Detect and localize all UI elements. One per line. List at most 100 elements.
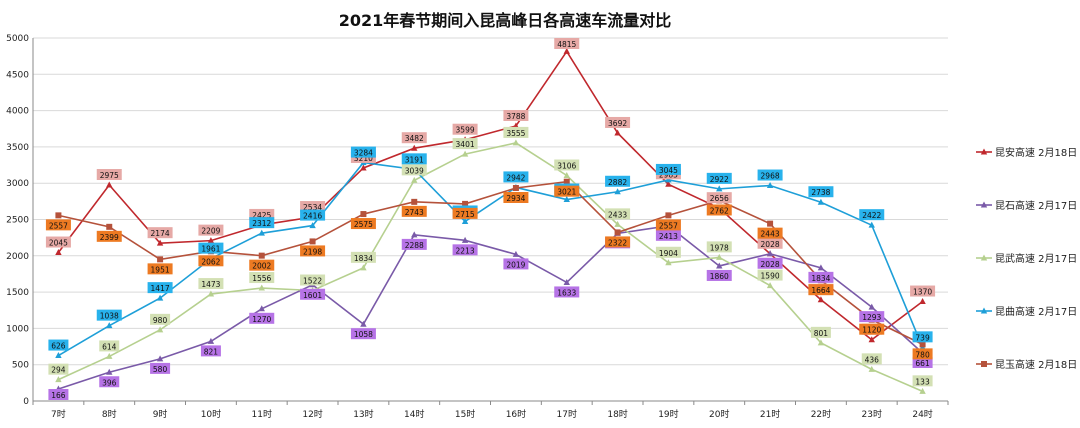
data-point bbox=[55, 376, 62, 383]
data-point bbox=[919, 341, 926, 348]
data-point bbox=[817, 198, 825, 205]
data-point bbox=[665, 176, 672, 183]
y-tick-label: 500 bbox=[12, 361, 29, 371]
data-label: 3555 bbox=[506, 129, 525, 138]
x-tick-label: 23时 bbox=[862, 408, 882, 420]
data-label: 1058 bbox=[354, 330, 373, 339]
data-label: 3210 bbox=[354, 154, 373, 163]
data-label-bg bbox=[300, 288, 326, 300]
y-tick-label: 2500 bbox=[6, 216, 29, 226]
data-point bbox=[817, 296, 825, 303]
data-label-bg bbox=[810, 326, 831, 338]
y-tick-label: 3000 bbox=[6, 179, 29, 189]
data-point bbox=[767, 220, 774, 227]
legend-swatch-marker bbox=[980, 254, 988, 261]
data-point bbox=[411, 231, 418, 238]
data-label: 2882 bbox=[608, 178, 627, 187]
data-label-bg bbox=[99, 376, 120, 388]
data-label: 780 bbox=[915, 350, 930, 359]
data-point bbox=[360, 320, 367, 327]
data-label-bg bbox=[249, 259, 275, 271]
data-label-bg bbox=[401, 153, 427, 165]
data-label-bg bbox=[757, 227, 783, 239]
data-label-bg bbox=[401, 205, 427, 217]
data-point bbox=[665, 259, 672, 266]
data-point bbox=[360, 264, 367, 271]
data-label: 2534 bbox=[303, 203, 322, 212]
data-label: 2433 bbox=[608, 210, 627, 219]
data-label-bg bbox=[45, 219, 71, 231]
data-label: 2715 bbox=[456, 210, 475, 219]
data-label-bg bbox=[859, 323, 885, 335]
data-label-bg bbox=[150, 362, 171, 374]
data-point bbox=[411, 144, 418, 151]
data-label: 1370 bbox=[913, 288, 932, 297]
data-label-bg bbox=[757, 269, 783, 281]
data-label: 2322 bbox=[608, 238, 627, 247]
data-point bbox=[563, 196, 570, 203]
data-label: 1978 bbox=[710, 243, 729, 252]
data-point bbox=[665, 180, 672, 187]
x-tick-label: 15时 bbox=[455, 408, 475, 420]
data-label: 396 bbox=[102, 378, 117, 387]
data-label-bg bbox=[350, 251, 376, 263]
data-label: 2416 bbox=[303, 212, 322, 221]
data-point bbox=[716, 253, 723, 260]
data-point bbox=[258, 284, 265, 291]
data-label: 3045 bbox=[659, 166, 678, 175]
data-label-bg bbox=[249, 208, 275, 220]
legend-label: 昆安高速 2月18日 bbox=[995, 146, 1077, 159]
data-label: 2198 bbox=[303, 247, 322, 256]
data-point bbox=[563, 172, 570, 179]
legend-label: 昆武高速 2月17日 bbox=[995, 252, 1077, 265]
data-label: 3692 bbox=[608, 119, 627, 128]
data-label-bg bbox=[96, 309, 122, 321]
data-label-bg bbox=[503, 171, 529, 183]
axes: 0 500 1000 1500 2000 2500 3000 3500 4000 4500 5000… bbox=[6, 34, 949, 420]
data-point bbox=[614, 220, 621, 227]
data-label: 294 bbox=[51, 366, 66, 375]
data-point bbox=[766, 182, 774, 189]
data-label-bg bbox=[147, 263, 173, 275]
data-label-bg bbox=[200, 345, 221, 357]
data-label-bg bbox=[808, 271, 834, 283]
data-label-bg bbox=[300, 209, 326, 221]
data-label-bg bbox=[452, 138, 478, 150]
data-label: 1473 bbox=[201, 280, 220, 289]
x-tick-label: 10时 bbox=[201, 408, 221, 420]
data-point bbox=[156, 326, 164, 333]
x-tick-label: 13时 bbox=[353, 408, 373, 420]
data-label-bg bbox=[554, 185, 580, 197]
data-label: 980 bbox=[153, 316, 168, 325]
series-lines bbox=[55, 47, 926, 394]
data-point bbox=[868, 365, 875, 372]
data-label: 2209 bbox=[201, 227, 220, 236]
y-tick-label: 2000 bbox=[6, 252, 29, 262]
data-label-bg bbox=[350, 328, 376, 340]
data-point bbox=[309, 238, 316, 245]
data-point bbox=[817, 339, 825, 346]
data-label: 2557 bbox=[49, 221, 68, 230]
data-point bbox=[106, 368, 113, 375]
data-label: 1834 bbox=[354, 254, 373, 263]
data-label-bg bbox=[45, 236, 71, 248]
data-point bbox=[207, 337, 215, 344]
data-label-bg bbox=[503, 258, 529, 270]
data-point bbox=[258, 305, 265, 312]
data-label: 2738 bbox=[811, 188, 830, 197]
data-label: 2425 bbox=[252, 211, 271, 220]
data-label: 580 bbox=[153, 365, 168, 374]
data-point bbox=[614, 229, 621, 236]
data-point bbox=[106, 352, 113, 359]
x-tick-label: 16时 bbox=[506, 408, 526, 420]
data-point bbox=[766, 250, 774, 257]
data-label-bg bbox=[655, 246, 681, 258]
data-label-bg bbox=[912, 331, 933, 343]
x-tick-label: 18时 bbox=[607, 408, 627, 420]
data-point bbox=[563, 278, 570, 285]
data-label: 739 bbox=[915, 333, 930, 342]
data-label: 3106 bbox=[557, 162, 576, 171]
data-point bbox=[462, 200, 469, 207]
data-label-bg bbox=[861, 353, 882, 365]
